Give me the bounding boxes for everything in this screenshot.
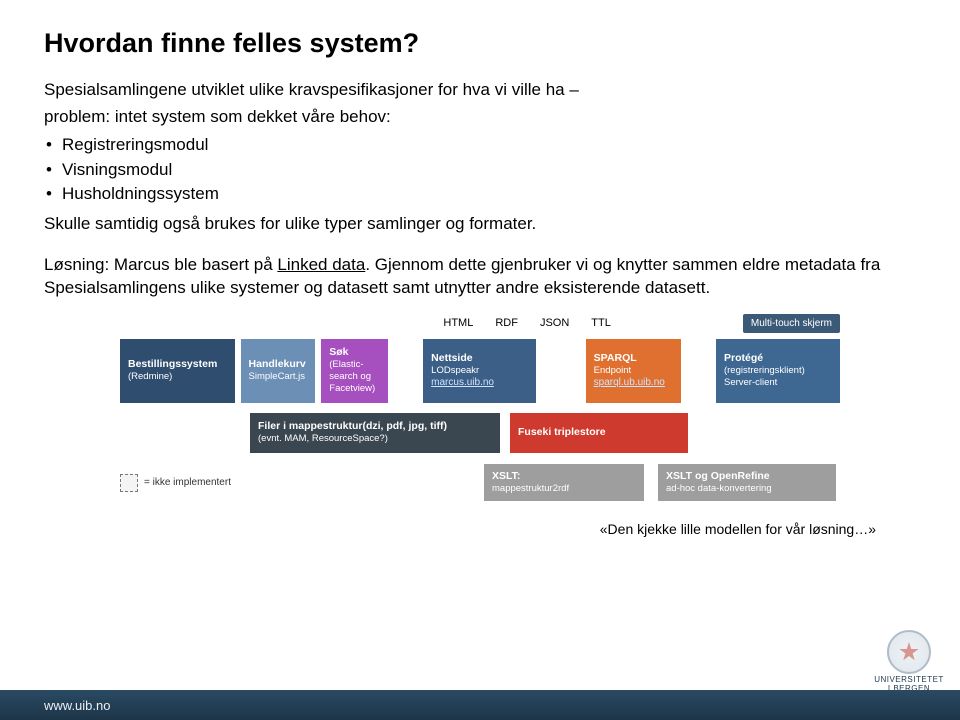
intro-line-2: problem: intet system som dekket våre be…: [44, 106, 916, 129]
box-title: XSLT og OpenRefine: [666, 470, 828, 483]
link-marcus[interactable]: marcus.uib.no: [431, 377, 528, 390]
box-title: SPARQL: [594, 352, 674, 365]
box-sub: ad-hoc data-konvertering: [666, 483, 828, 495]
box-title: Søk: [329, 346, 380, 359]
box-xslt-openrefine: XSLT og OpenRefine ad-hoc data-konverter…: [658, 464, 836, 501]
legend-text: = ikke implementert: [144, 477, 231, 488]
box-title: Filer i mappestruktur(dzi, pdf, jpg, tif…: [258, 420, 492, 433]
footer-bar: www.uib.no: [0, 690, 960, 720]
architecture-diagram: HTML RDF JSON TTL Multi-touch skjerm Bes…: [120, 314, 840, 503]
box-title: Nettside: [431, 352, 528, 365]
format-label: TTL: [591, 317, 611, 329]
bullet-item: Registreringsmodul: [44, 133, 916, 158]
format-label: HTML: [443, 317, 473, 329]
box-title: XSLT:: [492, 470, 636, 483]
legend-not-implemented: = ikke implementert: [120, 474, 330, 492]
box-title: Protégé: [724, 352, 832, 365]
legend-swatch: [120, 474, 138, 492]
box-sparql: SPARQL Endpoint sparql.ub.uib.no: [586, 339, 682, 403]
diagram-caption: «Den kjekke lille modellen for vår løsni…: [44, 521, 916, 537]
diagram-row-3: = ikke implementert XSLT: mappestruktur2…: [120, 463, 840, 503]
box-sub: LODspeakr: [431, 365, 528, 377]
box-filer: Filer i mappestruktur(dzi, pdf, jpg, tif…: [250, 413, 500, 453]
box-title: Bestillingssystem: [128, 358, 227, 371]
diagram-row-1: Bestillingssystem (Redmine) Handlekurv S…: [120, 339, 840, 403]
format-label: JSON: [540, 317, 569, 329]
para-2: Skulle samtidig også brukes for ulike ty…: [44, 213, 916, 236]
box-fuseki: Fuseki triplestore: [510, 413, 688, 453]
box-title: Handlekurv: [249, 358, 308, 371]
box-bestillingssystem: Bestillingssystem (Redmine): [120, 339, 235, 403]
para-3: Løsning: Marcus ble basert på Linked dat…: [44, 254, 916, 300]
bullet-item: Husholdningssystem: [44, 182, 916, 207]
box-sub: (registreringsklient) Server-client: [724, 365, 832, 389]
logo-seal-icon: [887, 630, 931, 674]
intro-line-1: Spesialsamlingene utviklet ulike kravspe…: [44, 79, 916, 102]
box-handlekurv: Handlekurv SimpleCart.js: [241, 339, 316, 403]
box-sub: (evnt. MAM, ResourceSpace?): [258, 433, 492, 445]
box-protege: Protégé (registreringsklient) Server-cli…: [716, 339, 840, 403]
para3-link: Linked data: [277, 255, 365, 274]
para3-pre: Løsning: Marcus ble basert på: [44, 255, 277, 274]
multitouch-box: Multi-touch skjerm: [743, 314, 840, 333]
diagram-row-2: Filer i mappestruktur(dzi, pdf, jpg, tif…: [250, 413, 840, 453]
logo-line1: UNIVERSITETET: [874, 675, 944, 684]
box-sub: SimpleCart.js: [249, 371, 308, 383]
link-sparql[interactable]: sparql.ub.uib.no: [594, 377, 674, 390]
box-xslt-mapper: XSLT: mappestruktur2rdf: [484, 464, 644, 501]
top-labels-row: HTML RDF JSON TTL Multi-touch skjerm: [120, 314, 840, 333]
box-sub: (Elastic- search og Facetview): [329, 359, 380, 395]
page-title: Hvordan finne felles system?: [44, 28, 916, 59]
bullet-list: Registreringsmodul Visningsmodul Hushold…: [44, 133, 916, 207]
box-sub: mappestruktur2rdf: [492, 483, 636, 495]
box-nettside: Nettside LODspeakr marcus.uib.no: [423, 339, 536, 403]
box-title: Fuseki triplestore: [518, 426, 680, 439]
bullet-item: Visningsmodul: [44, 158, 916, 183]
format-label: RDF: [495, 317, 518, 329]
box-sub: Endpoint: [594, 365, 674, 377]
box-sub: (Redmine): [128, 371, 227, 383]
footer-url[interactable]: www.uib.no: [44, 698, 110, 713]
box-sok: Søk (Elastic- search og Facetview): [321, 339, 388, 403]
